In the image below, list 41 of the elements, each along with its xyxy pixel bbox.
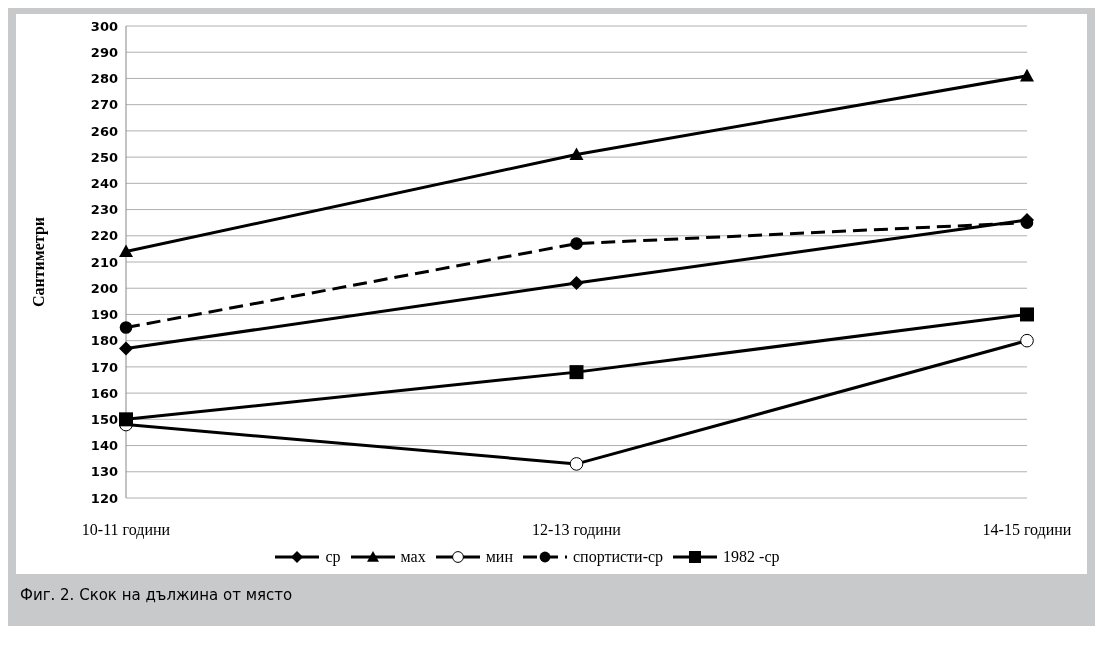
legend-label: мах (400, 548, 426, 566)
x-tick-label: 10-11 години (81, 521, 171, 540)
legend-label: ср (325, 548, 341, 566)
y-tick-label: 200 (90, 280, 118, 296)
point (569, 275, 584, 290)
point (1020, 307, 1034, 322)
point (1020, 333, 1034, 348)
point (1020, 68, 1034, 82)
point (119, 412, 133, 427)
y-tick-label: 220 (90, 228, 118, 244)
legend-label: мин (485, 548, 513, 566)
point (569, 365, 584, 380)
point (119, 244, 133, 258)
y-tick-label: 140 (90, 438, 118, 454)
y-tick-label: 190 (90, 307, 118, 323)
y-tick-label: 160 (90, 385, 118, 401)
y-tick-label: 250 (90, 149, 118, 165)
point (119, 321, 133, 334)
point (569, 457, 584, 471)
y-tick-label: 290 (90, 44, 118, 60)
y-tick-label: 120 (90, 490, 118, 506)
legend-label: спортисти-ср (572, 548, 664, 566)
text: Фиг. 2. Скок на дължина от място (19, 585, 294, 606)
legend-label: 1982 -ср (723, 548, 780, 566)
y-tick-label: 210 (90, 254, 118, 270)
y-tick-label: 260 (90, 123, 118, 139)
y-tick-label: 300 (90, 18, 118, 34)
y-tick-label: 170 (90, 359, 118, 375)
y-tick-label: 270 (90, 97, 118, 113)
y-tick-label: 230 (90, 202, 118, 218)
y-tick-label: 150 (90, 411, 118, 427)
y-tick-label: 240 (90, 175, 118, 191)
point (569, 147, 584, 161)
x-tick-label: 12-13 години (532, 521, 622, 540)
x-tick-label: 14-15 години (982, 521, 1072, 540)
point (570, 237, 583, 250)
point (119, 341, 133, 356)
y-tick-label: 130 (90, 464, 118, 480)
y-tick-label: 180 (90, 333, 118, 349)
y-axis-title: Сантиметри (29, 216, 48, 308)
y-tick-label: 280 (90, 71, 118, 87)
